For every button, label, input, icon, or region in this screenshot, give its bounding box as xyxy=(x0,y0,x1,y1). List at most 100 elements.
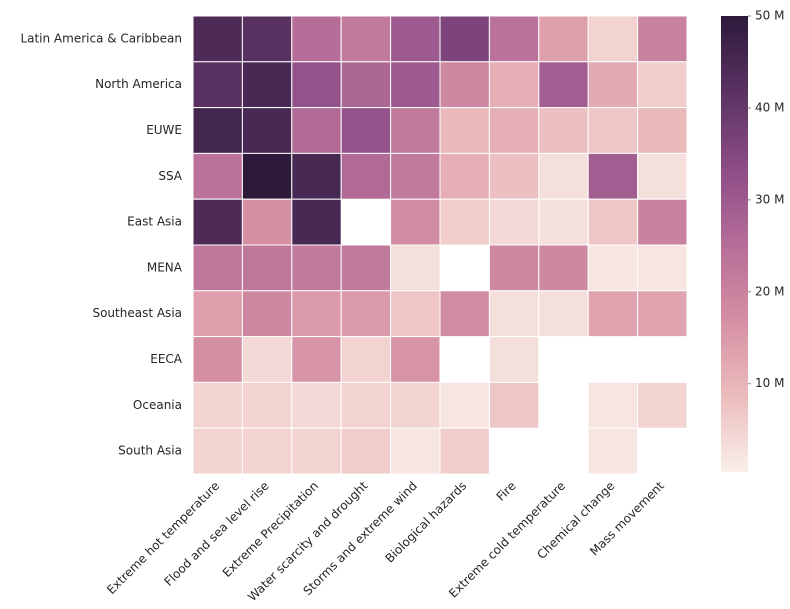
y-tick-label: North America xyxy=(95,77,182,91)
heatmap-cell xyxy=(538,15,589,63)
heatmap-cell xyxy=(637,381,688,429)
heatmap-cell xyxy=(439,381,490,429)
y-tick-label: MENA xyxy=(147,260,183,274)
heatmap-cell xyxy=(390,107,441,154)
heatmap-cell xyxy=(587,107,639,154)
heatmap-cell xyxy=(587,244,639,292)
heatmap-cell xyxy=(488,15,540,63)
heatmap-cell xyxy=(587,152,639,200)
heatmap-cell xyxy=(488,152,540,200)
heatmap-cell xyxy=(637,244,688,292)
heatmap-cell xyxy=(340,290,392,338)
heatmap-cell xyxy=(637,107,688,154)
heatmap-cell xyxy=(241,15,293,63)
heatmap-cell xyxy=(192,336,243,383)
y-tick-label: EUWE xyxy=(146,123,182,137)
heatmap-cell xyxy=(488,336,540,383)
heatmap-cell xyxy=(291,290,342,338)
heatmap-cell xyxy=(637,61,688,109)
heatmap-cell xyxy=(637,290,688,338)
heatmap-cell xyxy=(390,152,441,200)
heatmap-cell xyxy=(241,336,293,383)
heatmap-cell xyxy=(241,61,293,109)
y-tick-label: East Asia xyxy=(127,215,182,229)
y-tick-label: EECA xyxy=(150,352,183,366)
heatmap-cell xyxy=(340,244,392,292)
heatmap-cell xyxy=(488,61,540,109)
colorbar-tick-label: 50 M xyxy=(755,9,784,23)
heatmap-cell xyxy=(340,336,392,383)
heatmap-cell xyxy=(192,381,243,429)
heatmap-cell xyxy=(587,61,639,109)
heatmap-cell xyxy=(488,244,540,292)
heatmap-cell xyxy=(291,381,342,429)
heatmap-cell xyxy=(192,15,243,63)
heatmap-cell xyxy=(192,61,243,109)
colorbar xyxy=(721,16,748,472)
heatmap-cell xyxy=(192,427,243,475)
heatmap-cell xyxy=(192,152,243,200)
heatmap-cell xyxy=(291,61,342,109)
heatmap-cell xyxy=(637,152,688,200)
heatmap-cell xyxy=(241,381,293,429)
heatmap-cell xyxy=(340,107,392,154)
heatmap-cell xyxy=(390,198,441,246)
heatmap-cell xyxy=(340,15,392,63)
heatmap-cell xyxy=(439,15,490,63)
heatmap-cell xyxy=(192,290,243,338)
heatmap-cell xyxy=(192,198,243,246)
colorbar-tick-label: 10 M xyxy=(755,376,784,390)
heatmap-cell xyxy=(192,107,243,154)
heatmap-cell xyxy=(241,290,293,338)
heatmap-cell xyxy=(241,244,293,292)
heatmap-cell xyxy=(488,107,540,154)
heatmap-cell xyxy=(538,152,589,200)
heatmap-cell xyxy=(390,336,441,383)
x-tick-label: Fire xyxy=(494,479,519,504)
heatmap-cell xyxy=(390,15,441,63)
heatmap-cell xyxy=(637,198,688,246)
heatmap-cell xyxy=(587,198,639,246)
heatmap-cell xyxy=(538,198,589,246)
heatmap-cell xyxy=(340,61,392,109)
heatmap-cell xyxy=(291,244,342,292)
colorbar-tick-label: 40 M xyxy=(755,100,784,114)
heatmap-cell xyxy=(488,290,540,338)
heatmap-cell xyxy=(340,152,392,200)
heatmap-cell xyxy=(241,107,293,154)
colorbar-tick-label: 20 M xyxy=(755,284,784,298)
heatmap-cell xyxy=(241,427,293,475)
y-tick-label: Oceania xyxy=(133,398,182,412)
y-tick-label: Southeast Asia xyxy=(92,306,182,320)
colorbar-tick-label: 30 M xyxy=(755,192,784,206)
heatmap-cell xyxy=(439,198,490,246)
y-tick-label: South Asia xyxy=(118,444,182,458)
heatmap-cell xyxy=(291,152,342,200)
heatmap-cell xyxy=(241,152,293,200)
heatmap-cell xyxy=(291,336,342,383)
heatmap-cell xyxy=(390,427,441,475)
x-tick-label: Extreme Precipitation xyxy=(220,479,321,580)
y-tick-label: Latin America & Caribbean xyxy=(20,31,182,45)
heatmap-cell xyxy=(488,198,540,246)
heatmap-cell xyxy=(390,61,441,109)
heatmap-cell xyxy=(439,61,490,109)
heatmap-cell xyxy=(538,244,589,292)
heatmap-cell xyxy=(390,381,441,429)
heatmap-cell xyxy=(439,427,490,475)
heatmap-cell xyxy=(241,198,293,246)
heatmap-cell xyxy=(637,15,688,63)
heatmap-cell xyxy=(291,15,342,63)
heatmap-cell xyxy=(587,381,639,429)
y-tick-label: SSA xyxy=(158,169,182,183)
heatmap-cell xyxy=(291,198,342,246)
heatmap-cell xyxy=(538,61,589,109)
heatmap-cell xyxy=(390,244,441,292)
heatmap-cell xyxy=(587,427,639,475)
heatmap-cell xyxy=(291,427,342,475)
heatmap-cell xyxy=(390,290,441,338)
heatmap-cell xyxy=(439,290,490,338)
heatmap-cell xyxy=(439,152,490,200)
heatmap-cell xyxy=(587,15,639,63)
